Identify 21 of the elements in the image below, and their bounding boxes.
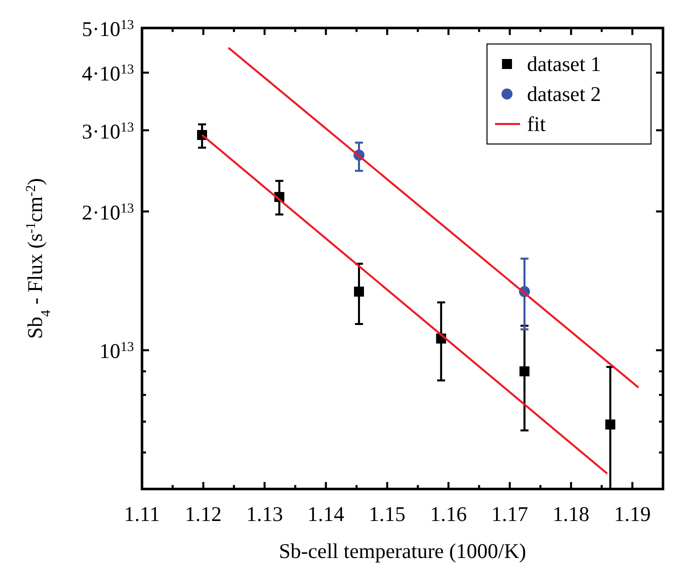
legend-label: dataset 2 [527,82,602,106]
legend-label: fit [527,112,546,136]
y-tick-label: 10$^{13}$ [99,338,134,364]
y-tick-label: 2·10$^{13}$ [82,200,134,224]
point [605,420,616,430]
legend-label: dataset 1 [527,52,602,76]
point [354,286,364,297]
x-tick-label: 1.16 [430,502,467,526]
x-tick-label: 1.17 [491,502,528,526]
x-tick-label: 1.15 [368,502,406,526]
x-axis-title: Sb-cell temperature (1000/K) [278,539,526,563]
point [519,366,530,376]
x-tick-label: 1.18 [552,502,590,526]
x-tick-label: 1.14 [308,502,345,526]
x-tick-label: 1.19 [614,502,651,526]
x-tick-label: 1.13 [246,502,283,526]
y-tick-label: 5·10$^{13}$ [82,16,134,41]
x-tick-label: 1.12 [184,502,222,526]
y-tick-label: 4·10$^{13}$ [82,61,134,86]
y-tick-label: 3·10$^{13}$ [82,118,134,144]
x-tick-label: 1.11 [124,502,160,526]
